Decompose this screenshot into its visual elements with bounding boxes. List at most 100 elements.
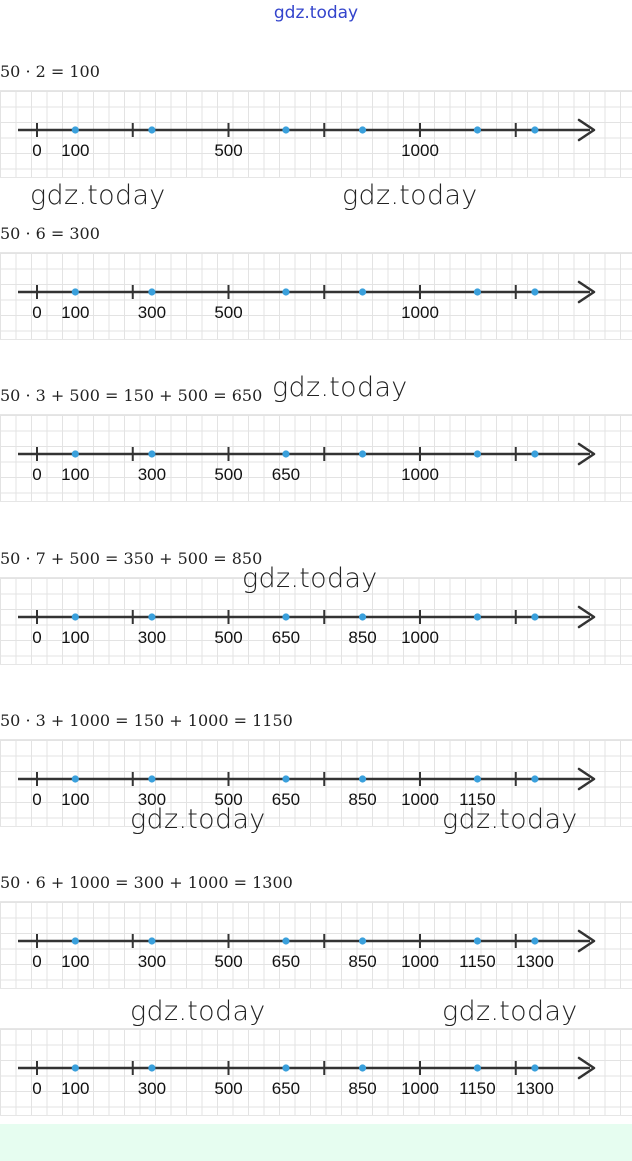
number-line-panel-6: 0 100 300 500 650 850 1000 1150 1300 [0, 901, 632, 989]
arrow-head-icon [577, 118, 596, 142]
tick-label-500: 500 [214, 952, 242, 971]
number-line-panel-2: 0 100 300 500 1000 [0, 252, 632, 340]
tick-label-0: 0 [32, 465, 41, 484]
tick-label-300: 300 [138, 303, 166, 322]
site-title[interactable]: gdz.today [273, 3, 359, 23]
tick-label-500: 500 [214, 1079, 242, 1098]
point-1150 [473, 937, 482, 945]
point-650 [282, 937, 290, 945]
point-100 [71, 775, 79, 783]
point-1300 [531, 126, 539, 134]
arrow-head-icon [577, 442, 596, 466]
point-1150 [473, 775, 482, 783]
tick-label-1000: 1000 [401, 465, 439, 484]
equation-2: 50 · 6 = 300 [0, 224, 100, 243]
tick-label-100: 100 [61, 141, 89, 160]
tick-label-1000: 1000 [401, 141, 439, 160]
point-100 [71, 937, 79, 945]
point-300 [148, 775, 156, 783]
point-1300 [531, 613, 539, 621]
number-line-panel-3: 0 100 300 500 650 1000 [0, 414, 632, 502]
tick-label-300: 300 [138, 1079, 166, 1098]
point-100 [71, 613, 79, 621]
watermark: gdz.today [342, 180, 478, 211]
tick-label-500: 500 [214, 628, 242, 647]
watermark: gdz.today [442, 996, 578, 1027]
tick-label-300: 300 [138, 628, 166, 647]
arrow-head-icon [577, 767, 596, 791]
tick-label-650: 650 [272, 952, 300, 971]
number-line-panel-1: 0 100 500 1000 [0, 90, 632, 178]
tick-label-0: 0 [32, 628, 41, 647]
tick-label-100: 100 [61, 628, 89, 647]
point-650 [282, 288, 290, 296]
point-100 [71, 126, 79, 134]
tick-label-1150: 1150 [459, 790, 496, 809]
watermark: gdz.today [272, 372, 408, 403]
point-650 [282, 613, 290, 621]
tick-label-500: 500 [214, 303, 242, 322]
number-line: 0 100 500 1000 [18, 118, 596, 160]
arrow-head-icon [577, 1056, 596, 1080]
number-line: 0 100 300 500 650 1000 [18, 442, 596, 484]
point-650 [282, 126, 290, 134]
point-100 [71, 1064, 79, 1072]
point-100 [71, 450, 79, 458]
tick-label-100: 100 [61, 790, 89, 809]
point-850 [358, 450, 367, 458]
point-1150 [473, 126, 482, 134]
point-1150 [473, 450, 482, 458]
watermark: gdz.today [130, 996, 266, 1027]
point-1300 [531, 1064, 539, 1072]
point-850 [358, 288, 367, 296]
tick-label-1000: 1000 [401, 952, 439, 971]
point-1300 [531, 450, 539, 458]
watermark: gdz.today [30, 180, 166, 211]
point-850 [358, 775, 367, 783]
watermark: gdz.today [242, 563, 378, 594]
tick-label-1000: 1000 [401, 628, 439, 647]
point-1300 [531, 775, 539, 783]
tick-label-100: 100 [61, 1079, 89, 1098]
point-1300 [531, 937, 539, 945]
equation-1: 50 · 2 = 100 [0, 62, 100, 81]
tick-label-0: 0 [32, 952, 41, 971]
footer-band [0, 1124, 632, 1161]
point-300 [148, 1064, 156, 1072]
number-line: 0 100 300 500 650 850 1000 1150 [18, 767, 596, 809]
point-300 [148, 613, 156, 621]
number-line: 0 100 300 500 650 850 1000 [18, 605, 596, 647]
tick-label-650: 650 [272, 1079, 300, 1098]
point-1150 [473, 1064, 482, 1072]
tick-label-850: 850 [348, 1079, 376, 1098]
point-850 [358, 1064, 367, 1072]
number-line-panel-4: 0 100 300 500 650 850 1000 [0, 577, 632, 665]
tick-label-0: 0 [32, 1079, 41, 1098]
point-1150 [473, 288, 482, 296]
tick-label-100: 100 [61, 303, 89, 322]
tick-label-1000: 1000 [401, 790, 439, 809]
point-300 [148, 288, 156, 296]
watermark: gdz.today [130, 804, 266, 835]
point-1300 [531, 288, 539, 296]
number-line-panel-7: 0 100 300 500 650 850 1000 1150 1300 [0, 1028, 632, 1116]
arrow-head-icon [577, 280, 596, 304]
arrow-head-icon [577, 929, 596, 953]
tick-label-1000: 1000 [401, 303, 439, 322]
tick-label-0: 0 [32, 141, 41, 160]
equation-6: 50 · 6 + 1000 = 300 + 1000 = 1300 [0, 873, 293, 892]
tick-label-0: 0 [32, 790, 41, 809]
point-650 [282, 1064, 290, 1072]
equation-5: 50 · 3 + 1000 = 150 + 1000 = 1150 [0, 711, 293, 730]
point-1150 [473, 613, 482, 621]
number-line: 0 100 300 500 650 850 1000 1150 1300 [18, 929, 596, 971]
tick-label-650: 650 [272, 465, 300, 484]
tick-label-1300: 1300 [516, 1079, 554, 1098]
watermark: gdz.today [442, 804, 578, 835]
point-300 [148, 450, 156, 458]
point-100 [71, 288, 79, 296]
point-650 [282, 775, 290, 783]
tick-label-1150: 1150 [459, 1079, 496, 1098]
tick-label-500: 500 [214, 141, 242, 160]
arrow-head-icon [577, 605, 596, 629]
